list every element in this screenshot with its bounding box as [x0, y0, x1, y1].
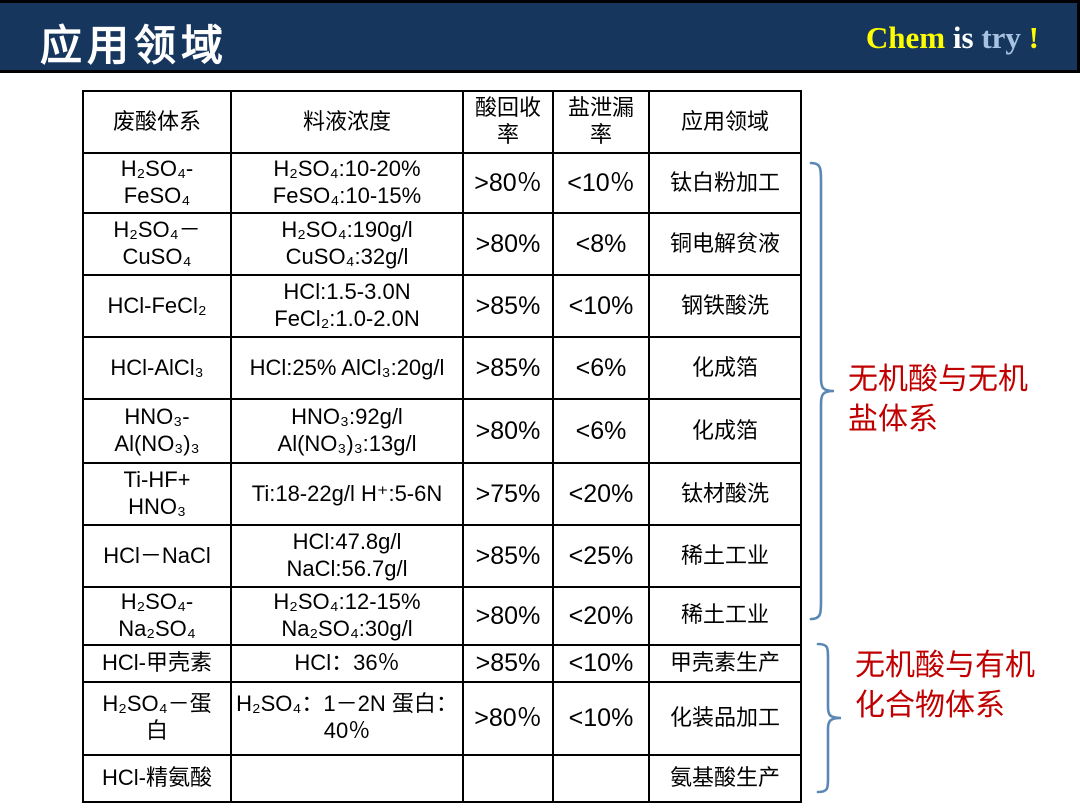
brand-logo-text: Chem is try !	[866, 20, 1039, 56]
cell-salt-leakage-rate: <6%	[552, 398, 650, 464]
cell-waste-acid-system: H₂SO₄－ CuSO₄	[82, 212, 232, 276]
cell-application-area: 稀土工业	[648, 586, 802, 646]
cell-application-area: 钛材酸洗	[648, 462, 802, 526]
cell-acid-recovery-rate: >80%	[462, 212, 554, 276]
cell-salt-leakage-rate: <20%	[552, 586, 650, 646]
cell-waste-acid-system: HCl-甲壳素	[82, 643, 232, 683]
cell-feed-concentration: H₂SO₄:10-20% FeSO₄:10-15%	[230, 152, 464, 214]
brand-word-try: try	[981, 20, 1021, 55]
cell-waste-acid-system: HCl-AlCl₃	[82, 336, 232, 400]
cell-application-area: 化装品加工	[648, 680, 802, 756]
cell-salt-leakage-rate: <8%	[552, 212, 650, 276]
cell-acid-recovery-rate: >85%	[462, 524, 554, 588]
cell-waste-acid-system: HCl－NaCl	[82, 524, 232, 588]
table-header-row: 废酸体系 料液浓度 酸回收 率 盐泄漏 率 应用领域	[82, 90, 802, 154]
cell-salt-leakage-rate: <20%	[552, 462, 650, 526]
cell-application-area: 化成箔	[648, 398, 802, 464]
cell-application-area: 钛白粉加工	[648, 152, 802, 214]
cell-feed-concentration: H₂SO₄：1－2N 蛋白： 40％	[230, 680, 464, 756]
cell-waste-acid-system: H₂SO₄－蛋 白	[82, 680, 232, 756]
table-row: HNO₃- Al(NO₃)₃ HNO₃:92g/l Al(NO₃)₃:13g/l >…	[82, 398, 802, 464]
cell-salt-leakage-rate: <6%	[552, 336, 650, 400]
cell-acid-recovery-rate: >80％	[462, 152, 554, 214]
annotation-organic-compound-systems: 无机酸与有机 化合物体系	[855, 649, 1035, 722]
cell-application-area: 铜电解贫液	[648, 212, 802, 276]
title-bar: 应用领域 Chem is try !	[0, 0, 1080, 73]
cell-waste-acid-system: Ti-HF+ HNO₃	[82, 462, 232, 526]
cell-salt-leakage-rate: <10％	[552, 152, 650, 214]
cell-acid-recovery-rate: >80%	[462, 398, 554, 464]
cell-feed-concentration: HCl:1.5-3.0N FeCl₂:1.0-2.0N	[230, 274, 464, 338]
table-row: H₂SO₄－蛋 白 H₂SO₄：1－2N 蛋白： 40％ >80％ <10% 化装品加工	[82, 680, 802, 756]
table-row: HCl-甲壳素 HCl：36％ >85% <10% 甲壳素生产	[82, 643, 802, 683]
cell-feed-concentration: HNO₃:92g/l Al(NO₃)₃:13g/l	[230, 398, 464, 464]
table-row: HCl－NaCl HCl:47.8g/l NaCl:56.7g/l >85% <25%…	[82, 524, 802, 588]
cell-feed-concentration: HCl:47.8g/l NaCl:56.7g/l	[230, 524, 464, 588]
cell-feed-concentration: H₂SO₄:190g/l CuSO₄:32g/l	[230, 212, 464, 276]
cell-feed-concentration: HCl:25% AlCl₃:20g/l	[230, 336, 464, 400]
cell-feed-concentration	[230, 753, 464, 803]
cell-acid-recovery-rate: >80%	[462, 586, 554, 646]
col-header-waste-acid-system: 废酸体系	[82, 90, 232, 154]
brace-inorganic-salt-group	[809, 161, 835, 621]
cell-salt-leakage-rate	[552, 753, 650, 803]
table-row: HCl-AlCl₃ HCl:25% AlCl₃:20g/l >85% <6% 化成箔	[82, 336, 802, 400]
col-header-application-area: 应用领域	[648, 90, 802, 154]
table-body: H₂SO₄- FeSO₄ H₂SO₄:10-20% FeSO₄:10-15% >80…	[82, 152, 802, 803]
cell-acid-recovery-rate: >85%	[462, 643, 554, 683]
cell-acid-recovery-rate: >85%	[462, 336, 554, 400]
cell-application-area: 稀土工业	[648, 524, 802, 588]
cell-acid-recovery-rate: >85%	[462, 274, 554, 338]
col-header-feed-concentration: 料液浓度	[230, 90, 464, 154]
page-title: 应用领域	[40, 22, 229, 69]
cell-acid-recovery-rate: >75%	[462, 462, 554, 526]
table-row: HCl-精氨酸 氨基酸生产	[82, 753, 802, 803]
cell-feed-concentration: HCl：36％	[230, 643, 464, 683]
col-header-salt-leakage-rate: 盐泄漏 率	[552, 90, 650, 154]
cell-acid-recovery-rate: >80％	[462, 680, 554, 756]
cell-salt-leakage-rate: <10%	[552, 680, 650, 756]
cell-waste-acid-system: HCl-FeCl₂	[82, 274, 232, 338]
cell-waste-acid-system: H₂SO₄- FeSO₄	[82, 152, 232, 214]
brand-word-chem: Chem	[865, 20, 946, 55]
cell-waste-acid-system: H₂SO₄- Na₂SO₄	[82, 586, 232, 646]
cell-salt-leakage-rate: <10%	[552, 274, 650, 338]
table-row: H₂SO₄－ CuSO₄ H₂SO₄:190g/l CuSO₄:32g/l >80%…	[82, 212, 802, 276]
cell-waste-acid-system: HNO₃- Al(NO₃)₃	[82, 398, 232, 464]
table-row: HCl-FeCl₂ HCl:1.5-3.0N FeCl₂:1.0-2.0N >85%…	[82, 274, 802, 338]
brace-organic-compound-group	[816, 642, 842, 794]
cell-acid-recovery-rate	[462, 753, 554, 803]
brand-word-is: is	[945, 20, 982, 55]
table-row: H₂SO₄- Na₂SO₄ H₂SO₄:12-15% Na₂SO₄:30g/l >8…	[82, 586, 802, 646]
col-header-acid-recovery-rate: 酸回收 率	[462, 90, 554, 154]
cell-application-area: 氨基酸生产	[648, 753, 802, 803]
cell-waste-acid-system: HCl-精氨酸	[82, 753, 232, 803]
cell-application-area: 甲壳素生产	[648, 643, 802, 683]
table-row: H₂SO₄- FeSO₄ H₂SO₄:10-20% FeSO₄:10-15% >80…	[82, 152, 802, 214]
brand-exclamation: !	[1020, 20, 1039, 55]
table-row: Ti-HF+ HNO₃ Ti:18-22g/l H⁺:5-6N >75% <20% 钛材…	[82, 462, 802, 526]
cell-application-area: 钢铁酸洗	[648, 274, 802, 338]
cell-application-area: 化成箔	[648, 336, 802, 400]
cell-salt-leakage-rate: <10%	[552, 643, 650, 683]
application-areas-table: 废酸体系 料液浓度 酸回收 率 盐泄漏 率 应用领域 H₂SO₄- FeSO₄ H…	[82, 90, 802, 803]
annotation-inorganic-salt-systems: 无机酸与无机 盐体系	[848, 363, 1028, 436]
cell-feed-concentration: Ti:18-22g/l H⁺:5-6N	[230, 462, 464, 526]
cell-salt-leakage-rate: <25%	[552, 524, 650, 588]
cell-feed-concentration: H₂SO₄:12-15% Na₂SO₄:30g/l	[230, 586, 464, 646]
